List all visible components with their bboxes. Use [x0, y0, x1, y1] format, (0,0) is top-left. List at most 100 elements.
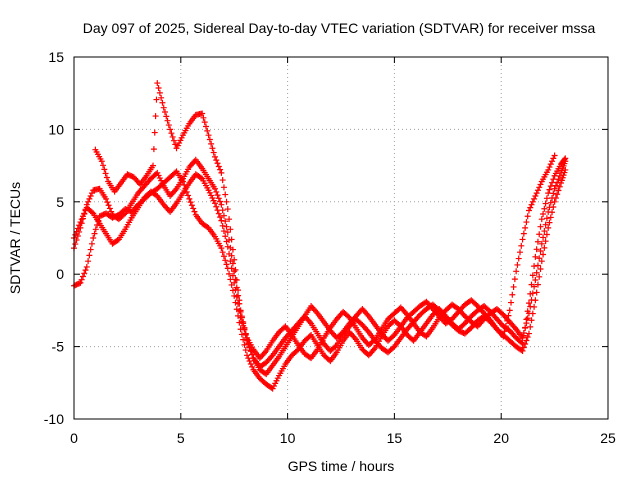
x-tick-label: 25: [600, 430, 616, 446]
data-point-track-2: [156, 175, 163, 182]
data-point-track-4: [163, 113, 170, 120]
data-point-track-4: [245, 340, 252, 347]
data-point-track-4: [214, 160, 221, 167]
data-point-track-1: [536, 231, 543, 238]
data-point-track-3: [554, 179, 561, 186]
data-point-track-4: [520, 230, 527, 237]
data-point-track-3: [542, 221, 549, 228]
data-point-track-4: [509, 291, 516, 298]
data-point-track-1: [79, 273, 86, 280]
data-point-track-4: [199, 110, 206, 117]
data-point-track-4: [537, 181, 544, 188]
data-point-track-4: [156, 89, 163, 96]
data-point-track-4: [205, 132, 212, 139]
data-point-track-3: [532, 276, 539, 283]
data-point-track-2: [108, 208, 115, 215]
data-point-track-4: [201, 119, 208, 126]
data-point-track-4: [501, 328, 508, 335]
data-point-track-1: [86, 252, 93, 259]
data-point-track-4: [236, 297, 243, 304]
data-point-track-2: [527, 323, 534, 330]
data-point-track-1: [186, 195, 193, 202]
data-point-track-1: [273, 377, 280, 384]
data-point-track-2: [543, 231, 550, 238]
data-point-track-2: [218, 201, 225, 208]
data-point-track-4: [158, 94, 165, 101]
y-tick-label: 10: [48, 121, 64, 137]
data-point-track-3: [562, 158, 569, 165]
data-point-track-4: [510, 283, 517, 290]
data-point-track-4: [176, 140, 183, 147]
data-point-track-3: [547, 199, 554, 206]
data-point-track-3: [556, 173, 563, 180]
data-point-track-1: [247, 360, 254, 367]
data-point-track-4: [154, 80, 161, 87]
data-point-track-3: [209, 195, 216, 202]
data-point-track-4: [233, 276, 240, 283]
data-point-track-4: [165, 122, 172, 129]
data-point-track-3: [226, 250, 233, 257]
y-tick-label: 5: [56, 194, 64, 210]
data-point-track-3: [213, 203, 220, 210]
data-point-track-2: [159, 180, 166, 187]
data-point-track-4: [227, 226, 234, 233]
data-point-track-4: [550, 155, 557, 162]
data-point-track-1: [90, 235, 97, 241]
data-point-track-4: [153, 96, 160, 103]
data-point-track-4: [209, 145, 216, 152]
data-point-track-2: [72, 241, 79, 248]
data-point-track-1: [533, 246, 540, 253]
data-point-track-2: [523, 337, 530, 344]
data-point-track-2: [155, 172, 162, 179]
data-point-track-4: [505, 312, 512, 319]
data-point-track-3: [222, 233, 229, 240]
data-point-track-4: [500, 333, 507, 340]
data-point-track-4: [238, 313, 245, 320]
data-point-track-1: [518, 339, 525, 346]
data-point-track-2: [555, 187, 562, 194]
data-point-track-1: [87, 246, 94, 253]
data-point-track-4: [168, 130, 175, 137]
data-point-track-4: [215, 163, 222, 170]
data-point-track-1: [249, 363, 256, 370]
x-axis-label: GPS time / hours: [288, 458, 395, 474]
data-point-track-3: [79, 213, 86, 220]
data-point-track-4: [244, 336, 251, 343]
data-point-track-1: [244, 352, 251, 359]
data-point-track-2: [542, 238, 549, 245]
data-point-track-4: [102, 170, 109, 177]
data-point-track-4: [155, 84, 162, 91]
data-point-track-3: [78, 216, 85, 223]
data-point-track-4: [167, 126, 174, 133]
data-point-track-1: [550, 176, 557, 183]
data-point-track-2: [104, 199, 111, 206]
x-tick-label: 10: [280, 430, 296, 446]
data-point-track-2: [546, 219, 553, 226]
data-point-track-2: [103, 195, 110, 202]
ticks-layer: 0 5 10 15 20 25 -10 -5 0 5 10 15: [44, 49, 616, 446]
data-point-track-3: [549, 195, 556, 202]
data-point-track-4: [98, 158, 105, 165]
data-point-track-3: [219, 222, 226, 229]
data-point-track-3: [533, 269, 540, 276]
data-point-track-3: [528, 296, 535, 303]
data-point-track-3: [529, 290, 536, 297]
data-point-track-3: [524, 315, 531, 322]
data-point-track-2: [105, 202, 112, 209]
data-point-track-1: [219, 249, 226, 256]
data-point-track-1: [272, 380, 279, 387]
data-point-track-1: [529, 272, 536, 279]
data-point-track-3: [210, 197, 217, 204]
data-point-track-1: [77, 279, 84, 286]
data-point-track-4: [546, 164, 553, 171]
data-point-track-3: [197, 174, 204, 181]
data-point-track-3: [538, 240, 545, 247]
data-point-track-1: [547, 183, 554, 190]
data-point-track-1: [532, 253, 539, 260]
data-point-track-4: [551, 152, 558, 159]
data-point-track-4: [511, 276, 518, 283]
data-point-track-1: [85, 258, 92, 265]
data-point-track-4: [527, 204, 534, 211]
data-point-track-1: [91, 230, 98, 237]
